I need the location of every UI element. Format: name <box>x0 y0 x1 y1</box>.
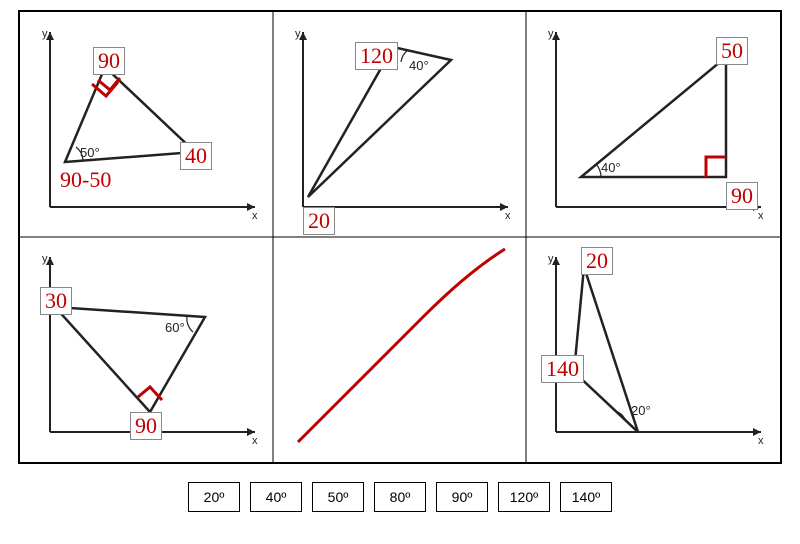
cell-5 <box>273 237 526 462</box>
worksheet-grid: y x 50° 90 40 90-50 y x 40° 120 <box>18 10 782 464</box>
annot-c1-top: 90 <box>93 47 125 75</box>
option-3[interactable]: 50º <box>312 482 364 512</box>
cell-4: y x 60° 30 90 <box>20 237 273 462</box>
x-axis-label: x <box>252 210 258 222</box>
cell-1: y x 50° 90 40 90-50 <box>20 12 273 237</box>
answer-options-row: 20º 40º 50º 80º 90º 120º 140º <box>10 482 790 512</box>
svg-text:y: y <box>548 253 554 265</box>
svg-text:x: x <box>252 435 258 447</box>
svg-text:y: y <box>42 253 48 265</box>
option-4[interactable]: 80º <box>374 482 426 512</box>
cell-2-svg: y x 40° <box>273 12 526 237</box>
annot-c2-upper: 120 <box>355 42 398 70</box>
svg-text:x: x <box>758 210 764 222</box>
svg-text:x: x <box>758 435 764 447</box>
cell-1-svg: y x 50° <box>20 12 273 237</box>
annot-c6-mid: 140 <box>541 355 584 383</box>
svg-text:y: y <box>295 28 301 40</box>
given-angle-6: 20° <box>631 403 651 418</box>
option-5[interactable]: 90º <box>436 482 488 512</box>
cell-5-svg <box>273 237 526 462</box>
given-angle-4: 60° <box>165 320 185 335</box>
annot-c2-lower: 20 <box>303 207 335 235</box>
cell-2: y x 40° 120 20 <box>273 12 526 237</box>
annot-c3-top: 50 <box>716 37 748 65</box>
annot-c6-top: 20 <box>581 247 613 275</box>
given-angle-1: 50° <box>80 145 100 160</box>
svg-text:x: x <box>505 210 511 222</box>
cell-6: y x 20° 20 140 <box>526 237 780 462</box>
annot-c4-left: 30 <box>40 287 72 315</box>
given-angle-2: 40° <box>409 58 429 73</box>
annot-c4-bottom: 90 <box>130 412 162 440</box>
given-angle-3: 40° <box>601 160 621 175</box>
option-2[interactable]: 40º <box>250 482 302 512</box>
option-1[interactable]: 20º <box>188 482 240 512</box>
svg-text:y: y <box>548 28 554 40</box>
cell-3: y x 40° 50 90 <box>526 12 780 237</box>
cell-6-svg: y x 20° <box>526 237 780 462</box>
option-7[interactable]: 140º <box>560 482 612 512</box>
option-6[interactable]: 120º <box>498 482 550 512</box>
annot-c1-below: 90-50 <box>60 167 111 193</box>
annot-c1-right: 40 <box>180 142 212 170</box>
y-axis-label: y <box>42 28 48 40</box>
annot-c3-bottom: 90 <box>726 182 758 210</box>
